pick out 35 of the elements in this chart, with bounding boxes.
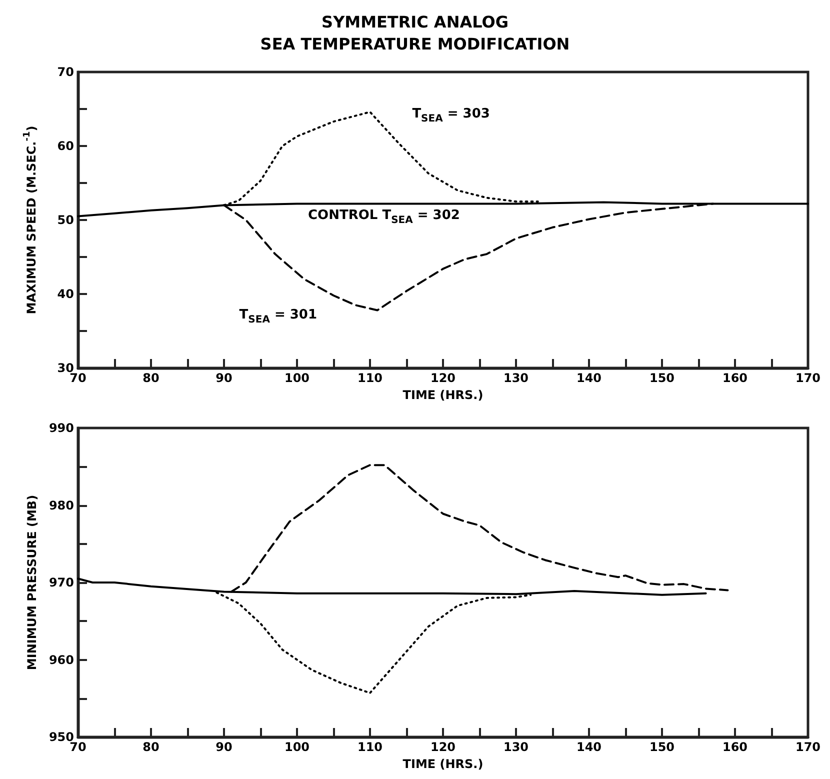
y-tick-label: 40 — [57, 287, 74, 301]
y-tick-label: 50 — [57, 213, 74, 227]
y-tick-label: 990 — [48, 421, 74, 435]
x-tick-label: 110 — [357, 740, 383, 754]
y-tick-label: 70 — [57, 65, 74, 79]
x-axis-title: TIME (HRS.) — [402, 756, 484, 771]
x-tick-label: 90 — [216, 740, 232, 754]
x-tick-label: 120 — [430, 371, 456, 385]
x-tick-label: 160 — [722, 371, 748, 385]
y-tick-label: 970 — [48, 576, 74, 590]
x-tick-label: 170 — [795, 371, 821, 385]
y-axis-title: MINIMUM PRESSURE (MB) — [25, 494, 40, 670]
y-tick-label: 60 — [57, 139, 74, 153]
x-axis-title: TIME (HRS.) — [402, 388, 484, 402]
x-tick-label: 160 — [722, 740, 748, 754]
x-tick-label: 90 — [216, 371, 232, 385]
x-tick-label: 120 — [430, 740, 456, 754]
x-tick-label: 150 — [649, 371, 675, 385]
x-tick-label: 140 — [576, 740, 602, 754]
chart-title: SYMMETRIC ANALOG SEA TEMPERATURE MODIFICATION — [260, 12, 570, 54]
x-tick-label: 100 — [284, 371, 310, 385]
x-tick-label: 80 — [142, 371, 160, 385]
x-tick-label: 100 — [284, 740, 310, 754]
x-tick-label: 150 — [649, 740, 675, 754]
x-tick-label: 130 — [503, 371, 529, 385]
y-tick-label: 960 — [48, 652, 74, 667]
y-tick-label: 980 — [48, 498, 74, 512]
y-axis-title: MAXIMUM SPEED (M.SEC.-1) — [22, 126, 38, 314]
x-tick-label: 70 — [70, 740, 86, 754]
x-tick-label: 130 — [503, 740, 529, 754]
x-tick-label: 170 — [795, 740, 821, 754]
x-tick-label: 70 — [70, 371, 86, 385]
x-tick-label: 80 — [142, 740, 160, 754]
x-tick-label: 140 — [576, 371, 602, 385]
x-tick-label: 110 — [357, 371, 383, 385]
